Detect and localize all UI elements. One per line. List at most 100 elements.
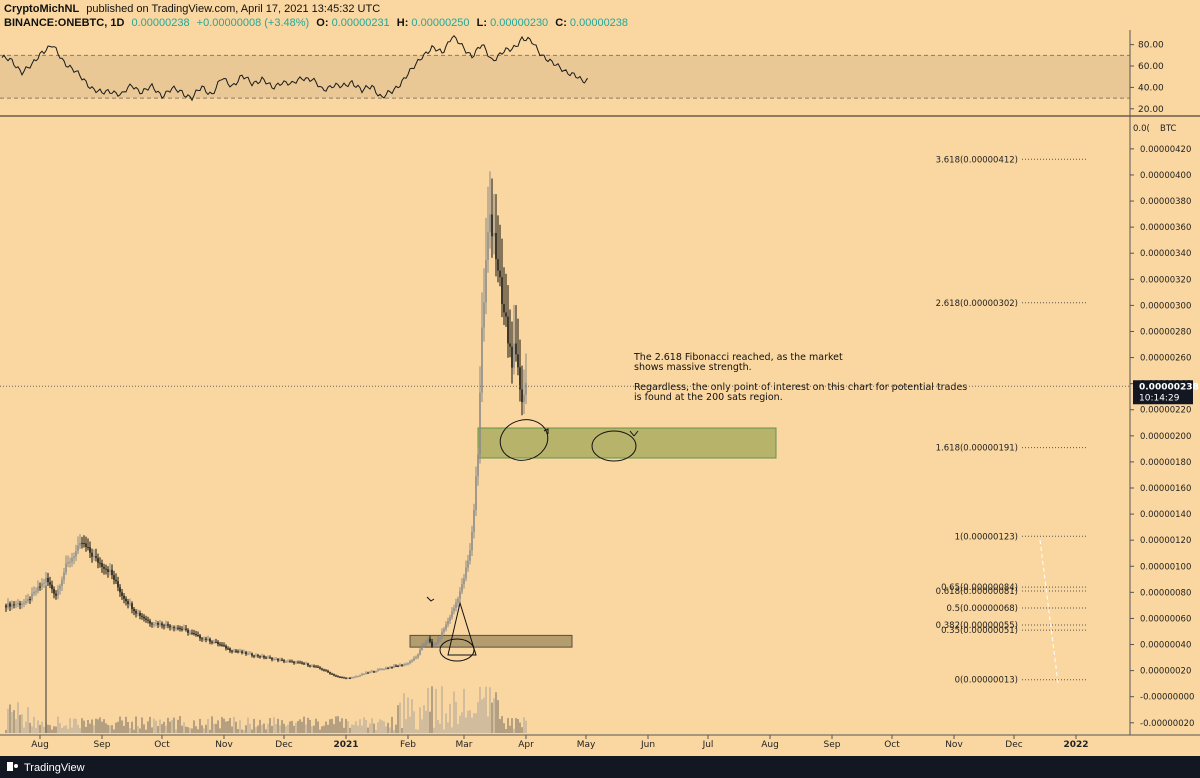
volume-bar: [385, 726, 387, 733]
candle-body: [503, 303, 505, 313]
candle-body: [161, 623, 163, 626]
candle-body: [89, 547, 91, 553]
candle-body: [203, 638, 205, 640]
volume-bar: [353, 724, 355, 733]
x-tick-label: Apr: [518, 740, 534, 750]
volume-bar: [525, 720, 527, 733]
volume-bar: [245, 725, 247, 733]
volume-bar: [71, 727, 73, 733]
candle-body: [285, 661, 287, 663]
volume-bar: [21, 714, 23, 733]
volume-bar: [203, 728, 205, 733]
candle-body: [67, 561, 69, 564]
candle-body: [417, 654, 419, 658]
volume-bar: [461, 712, 463, 733]
candle-body: [71, 557, 73, 562]
volume-bar: [187, 727, 189, 733]
candle-body: [305, 663, 307, 665]
candle-body: [435, 643, 437, 645]
volume-bar: [307, 717, 309, 733]
candle-body: [395, 665, 397, 667]
candle-body: [347, 678, 349, 680]
volume-bar: [175, 729, 177, 733]
volume-bar: [443, 729, 445, 733]
candle-body: [129, 603, 131, 605]
volume-bar: [189, 728, 191, 733]
footer-brand[interactable]: TradingView: [24, 762, 85, 774]
volume-bar: [507, 718, 509, 733]
candle-body: [97, 557, 99, 563]
volume-bar: [333, 724, 335, 733]
candle-body: [297, 662, 299, 664]
candle-body: [465, 567, 467, 579]
volume-bar: [337, 716, 339, 733]
volume-bar: [411, 699, 413, 733]
candle-body: [277, 658, 279, 661]
price-tick-label: 0.00000140: [1140, 510, 1191, 520]
volume-bar: [373, 723, 375, 733]
candle-body: [501, 277, 503, 304]
candle-body: [113, 575, 115, 580]
candle-body: [319, 667, 321, 669]
candle-body: [17, 603, 19, 605]
volume-bar: [23, 727, 25, 733]
volume-bar: [151, 727, 153, 733]
price-axis-unit: BTC: [1160, 124, 1177, 134]
fib-level-label: 3.618(0.00000412): [936, 155, 1018, 165]
candle-body: [393, 665, 395, 668]
price-tick-label: 0.00000220: [1140, 406, 1191, 416]
candle-body: [487, 232, 489, 261]
candle-body: [383, 668, 385, 670]
candle-body: [357, 676, 359, 678]
candle-body: [157, 623, 159, 625]
symbol-label[interactable]: BINANCE:ONEBTC, 1D: [4, 17, 124, 29]
volume-bar: [81, 718, 83, 733]
price-tick-label: 0.00000040: [1140, 641, 1191, 651]
volume-bar: [207, 719, 209, 733]
candle-body: [407, 663, 409, 665]
candle-body: [143, 616, 145, 619]
tradingview-logo-icon[interactable]: [7, 762, 18, 771]
candle-body: [433, 644, 435, 647]
volume-bar: [91, 719, 93, 733]
candle-body: [379, 669, 381, 671]
candle-body: [365, 672, 367, 675]
candle-body: [461, 584, 463, 592]
volume-bar: [423, 705, 425, 733]
candle-body: [509, 343, 511, 347]
candle-body: [91, 552, 93, 557]
candle-body: [45, 577, 47, 583]
volume-bar: [241, 729, 243, 733]
volume-bar: [215, 723, 217, 733]
volume-bar: [521, 727, 523, 733]
candle-body: [261, 656, 263, 658]
volume-bar: [295, 722, 297, 733]
drawn-circle-breakout: [499, 419, 549, 461]
volume-bar: [481, 699, 483, 733]
candle-body: [5, 605, 7, 608]
candle-body: [57, 589, 59, 596]
volume-bar: [181, 725, 183, 733]
volume-bar: [55, 726, 57, 733]
candle-body: [405, 663, 407, 665]
candle-body: [489, 214, 491, 233]
volume-bar: [87, 719, 89, 733]
zone-box-brown[interactable]: [409, 634, 573, 648]
candle-body: [111, 569, 113, 576]
volume-bar: [363, 717, 365, 733]
volume-bar: [213, 723, 215, 733]
candle-body: [149, 620, 151, 624]
drawn-circle-zone: [591, 430, 637, 462]
volume-bar: [515, 718, 517, 733]
candle-body: [187, 629, 189, 633]
zone-box-green[interactable]: [477, 427, 777, 459]
publisher-name[interactable]: CryptoMichNL: [4, 3, 79, 15]
last-value: 0.00000238: [131, 17, 189, 29]
volume-bar: [277, 718, 279, 733]
candle-body: [399, 664, 401, 666]
candle-body: [289, 661, 291, 663]
volume-bar: [265, 729, 267, 733]
volume-bar: [39, 724, 41, 733]
